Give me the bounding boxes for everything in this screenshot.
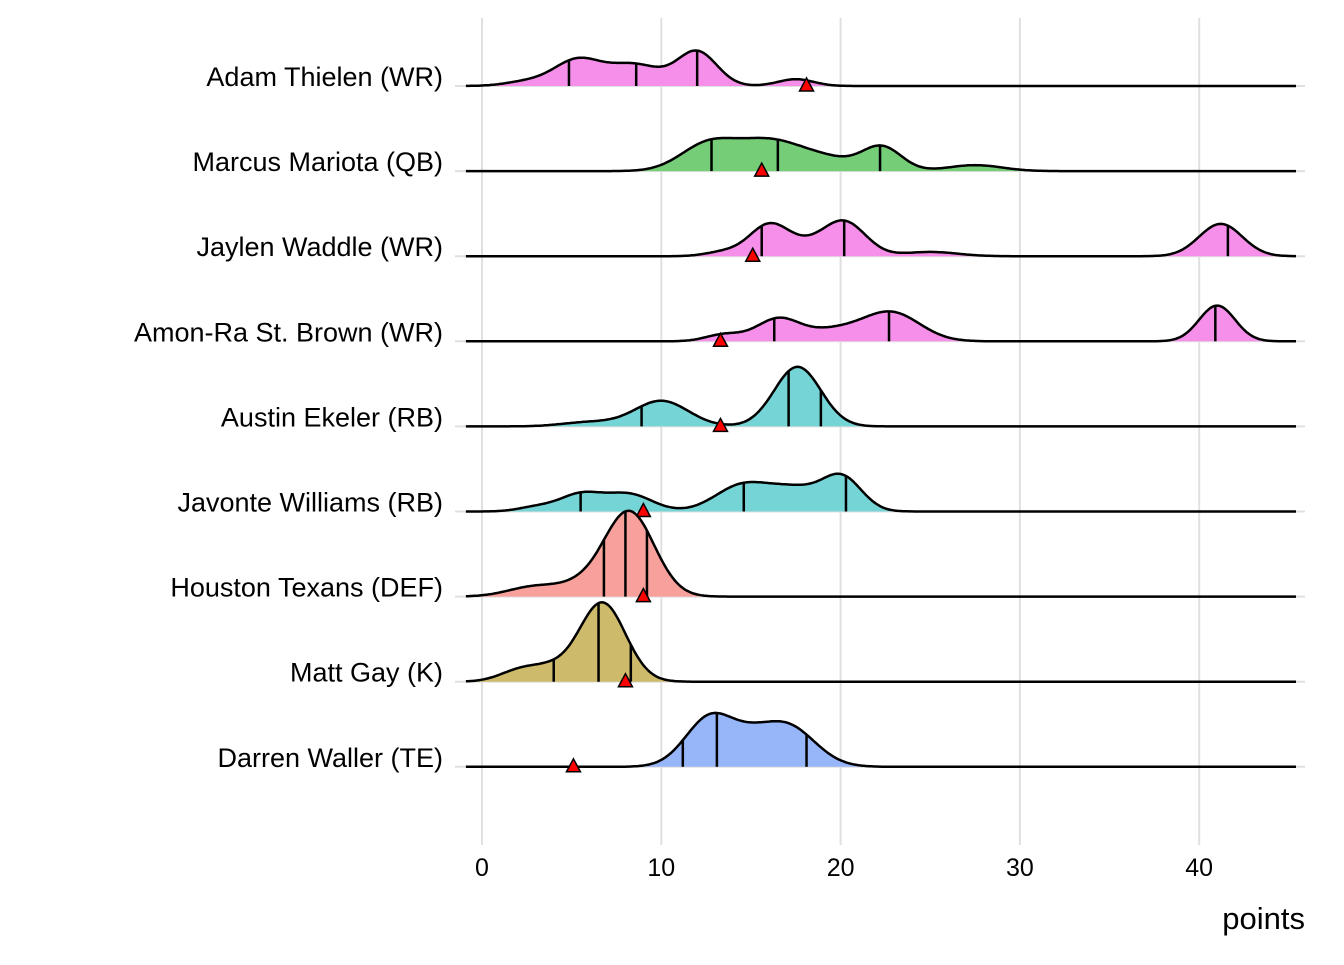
density-area [465, 305, 1298, 342]
density-outline [465, 219, 1296, 258]
player-label: Darren Waller (TE) [217, 743, 443, 773]
actual-points-marker [635, 587, 652, 603]
ridge-7 [465, 601, 1298, 688]
density-outline [465, 365, 1296, 428]
actual-points-marker [798, 76, 815, 92]
density-outline [465, 601, 1296, 683]
actual-points-marker [635, 501, 652, 518]
density-area [465, 366, 1298, 427]
ridge-6 [465, 509, 1298, 603]
x-tick-label: 20 [827, 854, 855, 882]
player-label: Jaylen Waddle (WR) [196, 232, 443, 262]
player-label: Matt Gay (K) [290, 658, 443, 688]
player-label: Javonte Williams (RB) [177, 488, 443, 518]
density-area [465, 712, 1298, 767]
density-outline [465, 136, 1296, 173]
player-label: Amon-Ra St. Brown (WR) [134, 317, 443, 347]
x-axis-tick-labels: 0 10 20 30 40 [475, 854, 1213, 882]
density-outline [465, 472, 1296, 513]
density-outline [465, 304, 1296, 343]
ridges [465, 49, 1298, 773]
density-area [465, 220, 1298, 257]
x-axis-title: points [1222, 901, 1305, 936]
player-label: Adam Thielen (WR) [206, 62, 443, 92]
x-tick-label: 10 [647, 854, 675, 882]
ridge-3 [465, 304, 1298, 348]
density-outline [465, 49, 1296, 88]
ridge-8 [465, 711, 1298, 773]
ridge-1 [465, 136, 1298, 177]
actual-points-marker [753, 161, 770, 177]
y-axis-labels: Adam Thielen (WR) Marcus Mariota (QB) Jayl… [134, 62, 443, 773]
density-outline [465, 509, 1296, 598]
ridge-0 [465, 49, 1298, 92]
actual-points-marker [617, 672, 634, 688]
player-label: Marcus Mariota (QB) [192, 147, 443, 177]
player-label: Houston Texans (DEF) [170, 573, 443, 603]
density-outline [465, 711, 1296, 769]
density-area [465, 50, 1298, 86]
x-tick-label: 30 [1006, 854, 1034, 882]
density-area [465, 137, 1298, 172]
actual-points-marker [565, 757, 582, 773]
ridge-5 [465, 472, 1298, 518]
gridlines [455, 18, 1305, 845]
actual-points-marker [744, 246, 761, 262]
actual-points-marker [712, 331, 729, 348]
ridge-2 [465, 219, 1298, 262]
x-tick-label: 0 [475, 854, 489, 882]
density-area [465, 473, 1298, 512]
ridge-4 [465, 365, 1298, 433]
density-area [465, 602, 1298, 682]
density-area [465, 510, 1298, 597]
player-label: Austin Ekeler (RB) [221, 402, 443, 432]
x-tick-label: 40 [1185, 854, 1213, 882]
actual-points-marker [712, 416, 729, 433]
